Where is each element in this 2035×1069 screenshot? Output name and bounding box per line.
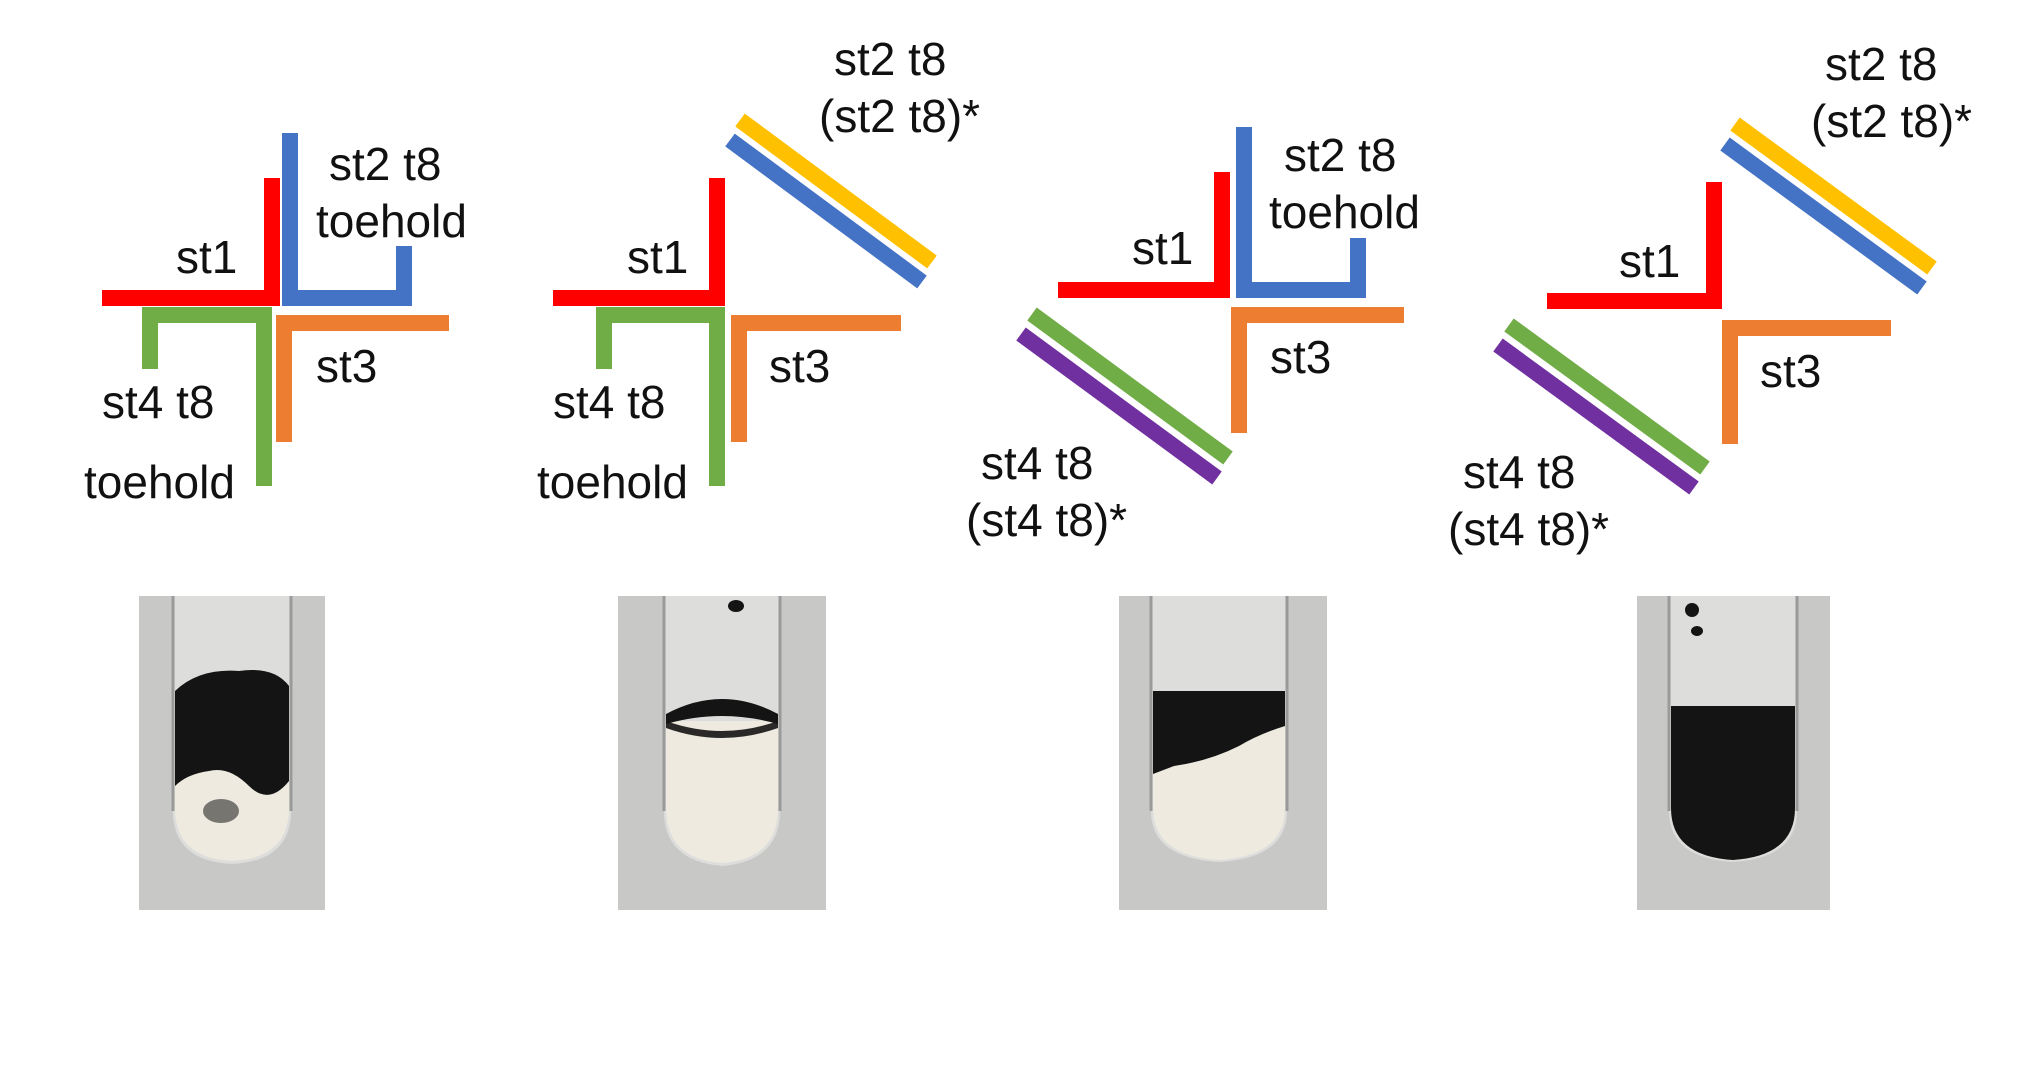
label-st4-line2: (st4 t8)* — [966, 494, 1127, 546]
panel-1-diagram: st1 st2 t8 toehold st3 st4 t8 toehold — [84, 133, 467, 508]
label-st1: st1 — [1619, 235, 1680, 287]
strand-st3 — [1722, 320, 1891, 444]
label-st3: st3 — [1760, 345, 1821, 397]
label-st4-line2: (st4 t8)* — [1448, 503, 1609, 555]
strand-st2 — [1720, 137, 1927, 295]
tube-photo-1 — [139, 596, 325, 910]
strand-st3 — [731, 315, 901, 442]
label-st2-line2: toehold — [1269, 186, 1420, 238]
strand-st2 — [1236, 127, 1366, 298]
strand-st2-complement — [735, 113, 937, 269]
strand-st3 — [1231, 307, 1404, 433]
label-st2-line2: (st2 t8)* — [819, 90, 980, 142]
strand-st3 — [276, 315, 449, 442]
label-st4-line1: st4 t8 — [553, 376, 666, 428]
label-st4-line2: toehold — [84, 456, 235, 508]
tube-photo-4 — [1637, 596, 1830, 910]
label-st4-line1: st4 t8 — [102, 376, 215, 428]
tube-photo-2 — [618, 596, 826, 910]
label-st4-line2: toehold — [537, 456, 688, 508]
label-st2-line1: st2 t8 — [834, 33, 947, 85]
strand-st1 — [1058, 172, 1230, 298]
panel-3-diagram: st1 st2 t8 toehold st3 st4 t8 (st4 t8)* — [966, 127, 1420, 546]
label-st2-line2: (st2 t8)* — [1811, 95, 1972, 147]
label-st1: st1 — [176, 231, 237, 283]
panel-4-diagram: st1 st2 t8 (st2 t8)* st3 st4 t8 (st4 t8)… — [1448, 38, 1972, 555]
strand-st4 — [1027, 307, 1233, 465]
strand-st1 — [102, 178, 280, 306]
label-st1: st1 — [1132, 222, 1193, 274]
label-st1: st1 — [627, 231, 688, 283]
panel-2-diagram: st1 st2 t8 (st2 t8)* st3 st4 t8 toehold — [537, 33, 980, 508]
label-st3: st3 — [1270, 331, 1331, 383]
strand-st2-complement — [1730, 117, 1937, 275]
label-st2-line1: st2 t8 — [1825, 38, 1938, 90]
label-st4-line1: st4 t8 — [981, 437, 1094, 489]
strand-st4-complement — [1493, 338, 1699, 495]
tube-photo-3 — [1119, 596, 1327, 910]
strand-st4 — [142, 307, 272, 486]
label-st4-line1: st4 t8 — [1463, 446, 1576, 498]
strand-st4 — [1504, 318, 1710, 475]
strand-st1 — [1547, 182, 1722, 309]
strand-st4-complement — [1016, 327, 1222, 485]
strand-st2 — [725, 133, 927, 289]
label-st3: st3 — [769, 340, 830, 392]
strand-st1 — [553, 178, 725, 306]
strand-st2 — [282, 133, 412, 306]
label-st3: st3 — [316, 340, 377, 392]
strand-st4 — [596, 307, 725, 486]
label-st2-line1: st2 t8 — [1284, 129, 1397, 181]
label-st2-line1: st2 t8 — [329, 138, 442, 190]
label-st2-line2: toehold — [316, 195, 467, 247]
